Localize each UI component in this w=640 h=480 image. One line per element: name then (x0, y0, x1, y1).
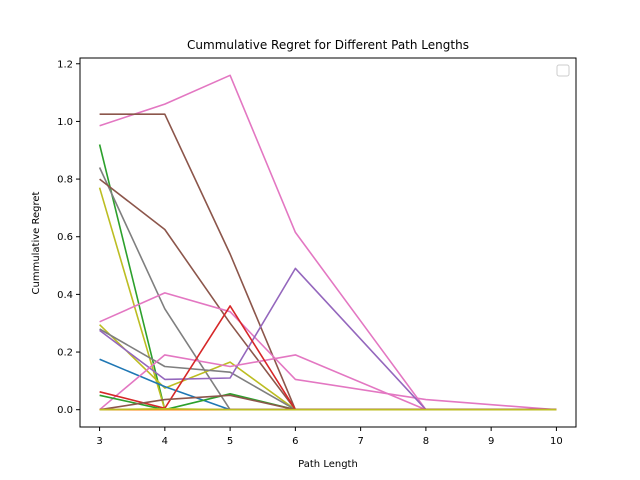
x-tick-label: 3 (96, 436, 102, 447)
y-tick-label: 0.0 (57, 405, 73, 416)
series-lines (98, 74, 557, 411)
x-tick-label: 7 (357, 436, 363, 447)
x-axis-label: Path Length (298, 459, 358, 470)
x-tick-label: 5 (227, 436, 233, 447)
x-tick-label: 10 (550, 436, 563, 447)
chart-title: Cummulative Regret for Different Path Le… (187, 38, 469, 52)
y-tick-label: 0.6 (57, 232, 73, 243)
y-axis-label: Cummulative Regret (31, 191, 42, 294)
legend-box (556, 64, 570, 77)
series-line-7 (99, 292, 557, 411)
y-tick-label: 1.0 (57, 117, 73, 128)
plot-frame (79, 57, 577, 428)
y-tick-label: 0.8 (57, 175, 73, 186)
y-axis-ticks: 0.0 0.2 0.4 0.6 0.8 1.0 1.2 (57, 59, 80, 416)
x-axis-ticks: 3 4 5 6 7 8 9 10 (96, 427, 563, 447)
y-tick-label: 1.2 (57, 59, 73, 70)
x-tick-label: 9 (488, 436, 494, 447)
x-tick-label: 8 (423, 436, 429, 447)
x-tick-label: 6 (292, 436, 298, 447)
y-tick-label: 0.4 (57, 290, 73, 301)
series-line-19 (99, 407, 557, 411)
y-tick-label: 0.2 (57, 348, 73, 359)
x-tick-label: 4 (162, 436, 168, 447)
